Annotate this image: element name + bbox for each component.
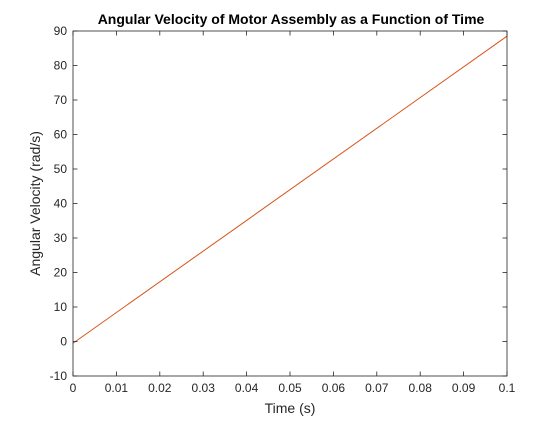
- x-tick-label: 0.09: [452, 381, 476, 395]
- y-tick-label: 90: [54, 24, 68, 38]
- x-tick-label: 0.05: [278, 381, 302, 395]
- x-tick-label: 0.06: [322, 381, 346, 395]
- y-tick-label: 10: [54, 300, 68, 314]
- x-tick-label: 0.01: [105, 381, 129, 395]
- y-tick-label: 80: [54, 59, 68, 73]
- series-line-0: [72, 35, 508, 344]
- y-axis-label: Angular Velocity (rad/s): [27, 131, 43, 276]
- x-tick-label: 0.04: [235, 381, 259, 395]
- y-tick-label: 70: [54, 93, 68, 107]
- y-tick-label: 30: [54, 231, 68, 245]
- x-tick-label: 0.02: [148, 381, 172, 395]
- x-tick-label: 0.07: [365, 381, 389, 395]
- y-tick-label: 40: [54, 197, 68, 211]
- x-tick-label: 0.1: [499, 381, 516, 395]
- x-tick-label: 0.03: [192, 381, 216, 395]
- plot-area: [73, 31, 507, 376]
- y-tick-label: 20: [54, 266, 68, 280]
- y-tick-label: 0: [60, 335, 67, 349]
- y-tick-label: 50: [54, 162, 68, 176]
- x-tick-label: 0.08: [409, 381, 433, 395]
- series-layer: [72, 35, 508, 344]
- x-axis-label: Time (s): [265, 400, 316, 416]
- tick-layer: 0 0.01 0.02 0.03 0.04 0.05 0.06 0.07 0.08 0.09 0.1…: [50, 24, 516, 395]
- x-tick-label: 0: [70, 381, 77, 395]
- y-tick-label: -10: [50, 369, 68, 383]
- chart-title: Angular Velocity of Motor Assembly as a …: [98, 11, 485, 27]
- y-tick-label: 60: [54, 128, 68, 142]
